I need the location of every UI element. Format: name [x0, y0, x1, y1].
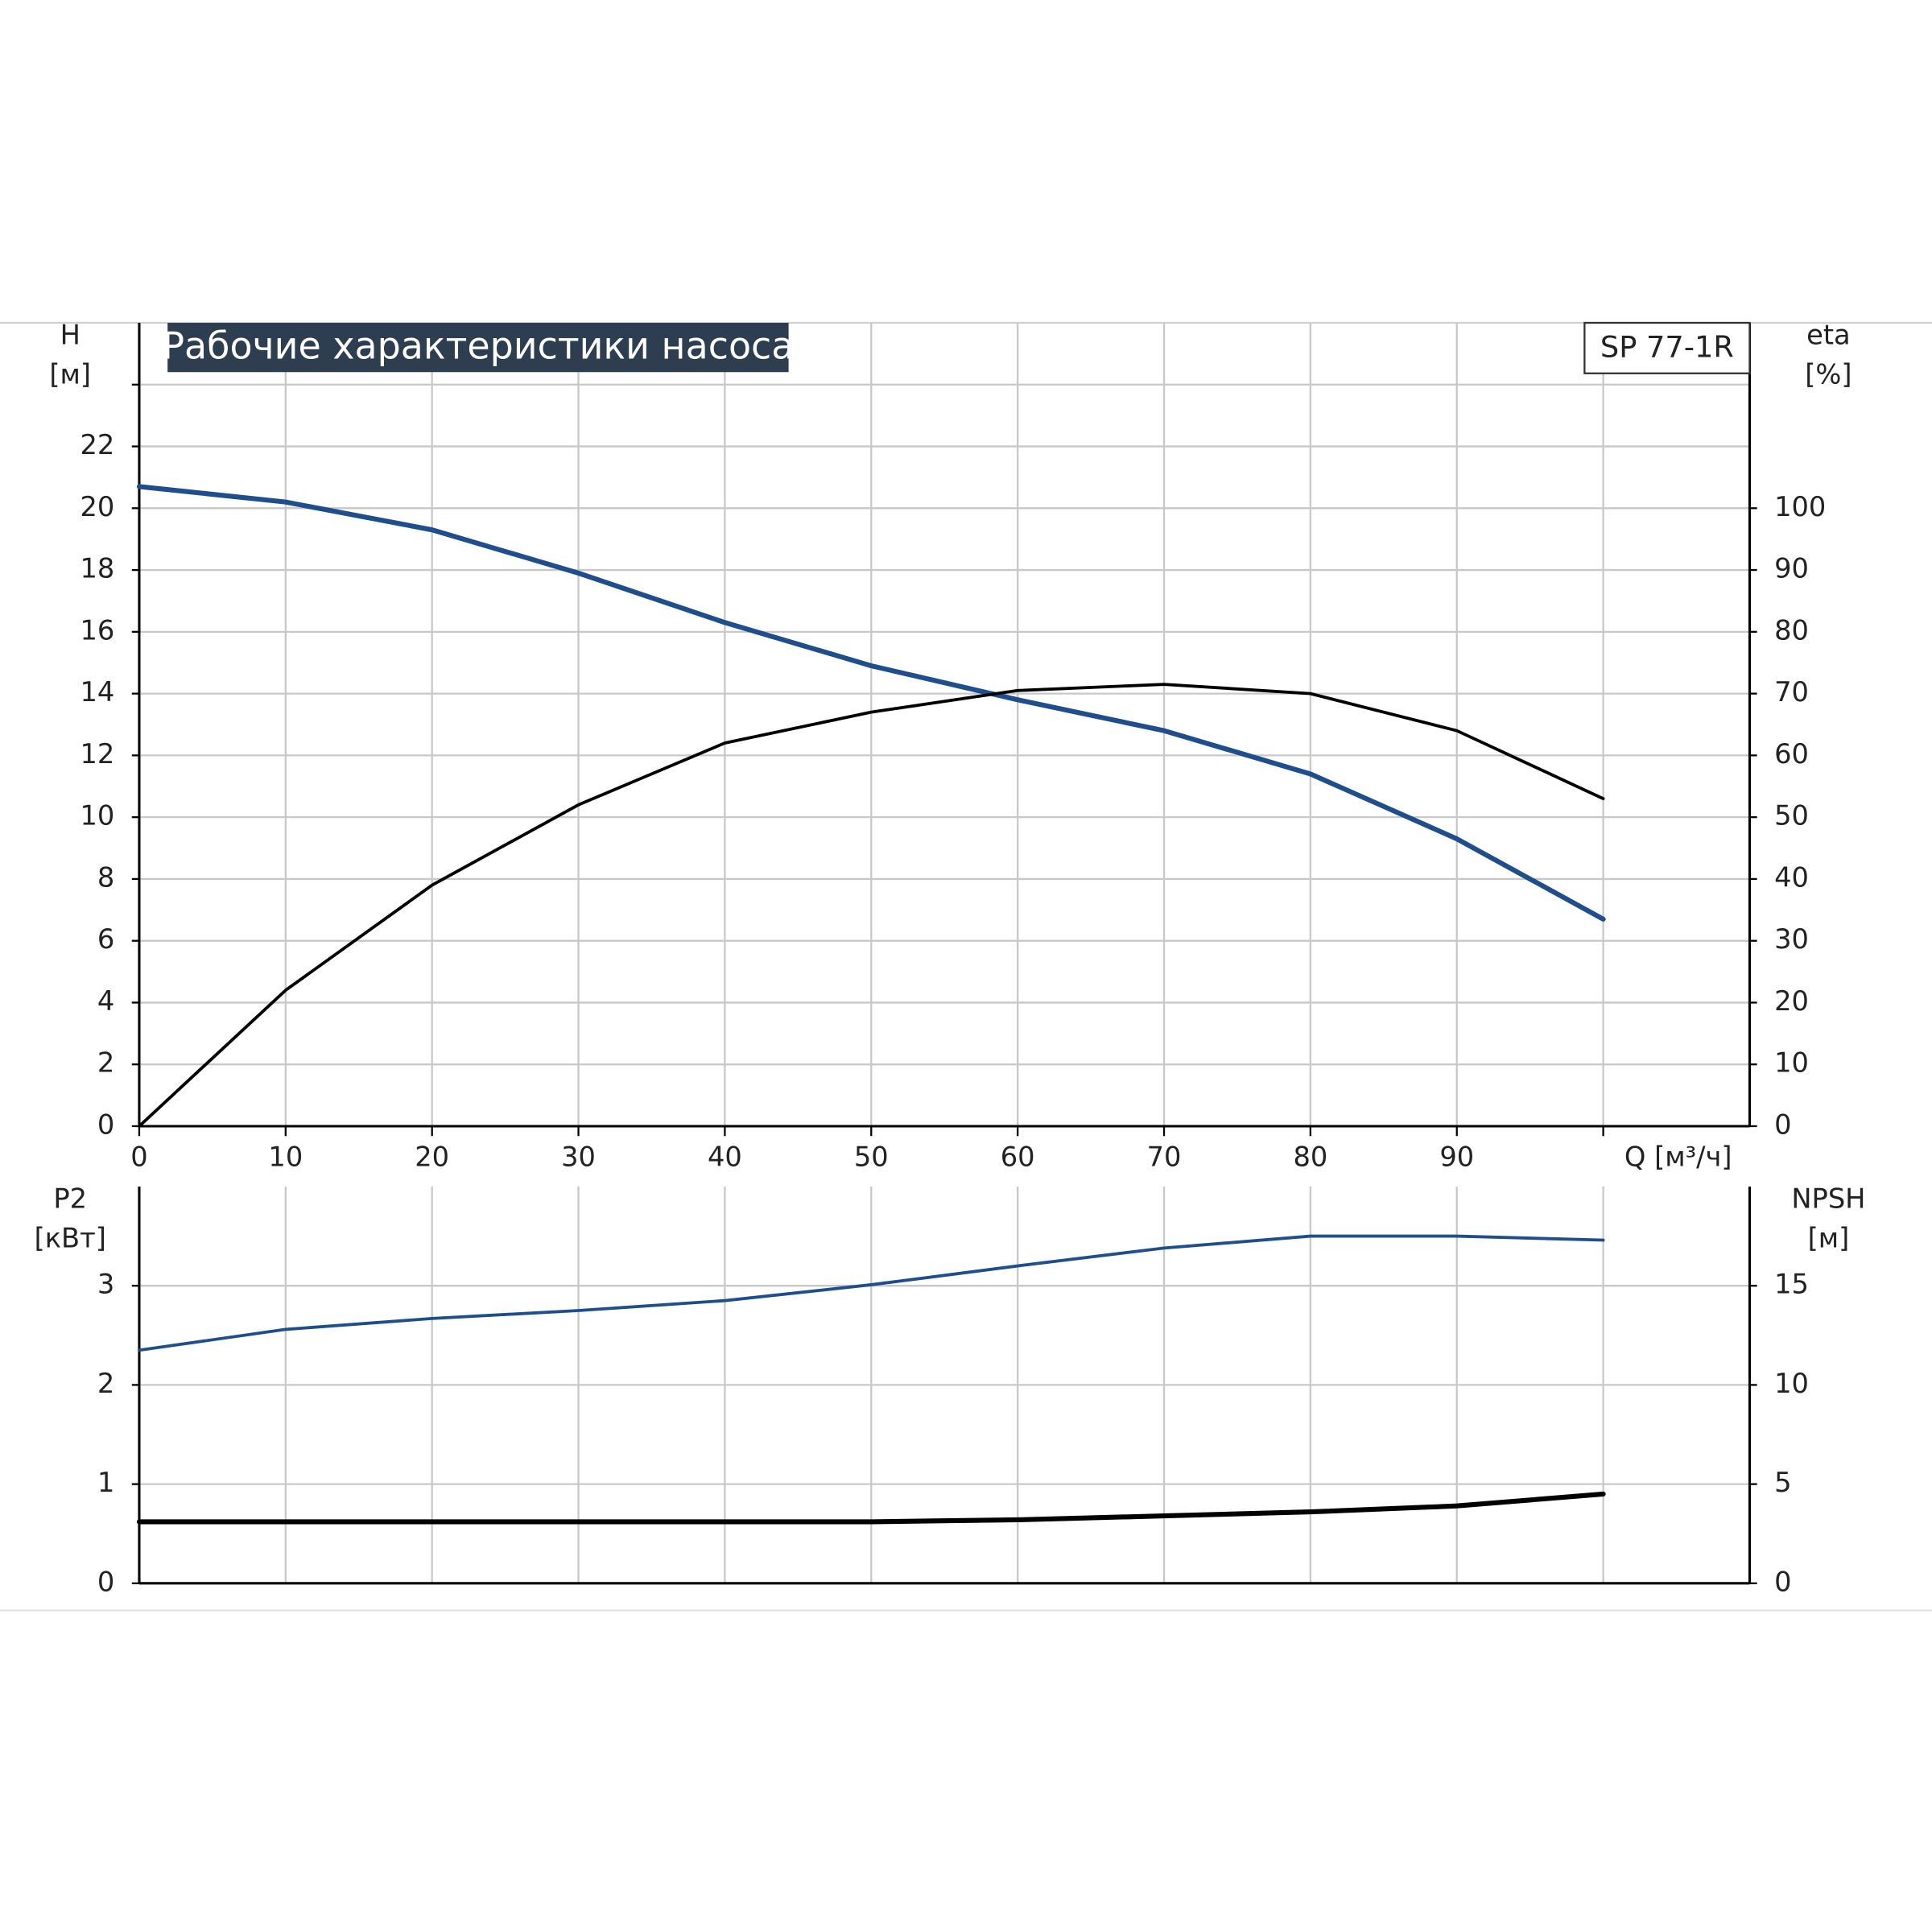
y2-tick-label: 70 — [1774, 676, 1809, 708]
x-tick-label: 0 — [130, 1141, 147, 1172]
y-tick-label: 16 — [80, 614, 115, 646]
y2-tick-label: 80 — [1774, 614, 1809, 646]
y2-tick-label: 20 — [1774, 985, 1809, 1017]
y2-tick-label: 50 — [1774, 800, 1809, 832]
y-tick-label: 2 — [97, 1047, 114, 1079]
y-tick-label: 2 — [97, 1368, 114, 1399]
model-label: SP 77-1R — [1600, 330, 1734, 365]
y2-tick-label: 90 — [1774, 553, 1809, 584]
series-line — [136, 484, 1606, 922]
y2-tick-label: 0 — [1774, 1566, 1791, 1597]
x-tick-label: 10 — [268, 1141, 303, 1172]
x-tick-label: 70 — [1147, 1141, 1182, 1172]
y-tick-label: 8 — [97, 861, 114, 893]
y2-tick-label: 40 — [1774, 861, 1809, 893]
series-line — [138, 683, 1605, 1128]
y2-tick-label: 15 — [1774, 1269, 1809, 1300]
y-tick-label: 3 — [97, 1269, 114, 1300]
title-box — [167, 323, 789, 373]
y-tick-label: 18 — [80, 553, 115, 584]
chart-title: Рабочие характеристики насоса — [162, 324, 794, 368]
model-box — [1583, 321, 1751, 374]
series-line — [136, 1491, 1606, 1525]
x-tick-label: 30 — [561, 1141, 596, 1172]
y-tick-label: 6 — [97, 923, 114, 955]
x-axis-label: Q [м³/ч] — [1624, 1141, 1732, 1172]
y-axis-label: [м] — [49, 358, 91, 390]
y2-tick-label: 30 — [1774, 923, 1809, 955]
series-line — [138, 1234, 1605, 1352]
y2-axis-label: eta — [1806, 319, 1851, 350]
y2-tick-label: 0 — [1774, 1108, 1791, 1140]
y-tick-label: 10 — [80, 800, 115, 832]
y-tick-label: 14 — [80, 676, 115, 708]
x-tick-label: 60 — [1001, 1141, 1035, 1172]
y2-tick-label: 60 — [1774, 738, 1809, 770]
y2-tick-label: 10 — [1774, 1047, 1809, 1079]
x-tick-label: 90 — [1439, 1141, 1474, 1172]
y2-axis-label: [м] — [1808, 1222, 1850, 1253]
y-tick-label: 22 — [80, 429, 115, 460]
y-axis-label: P2 — [53, 1183, 87, 1214]
x-tick-label: 50 — [854, 1141, 889, 1172]
y2-tick-label: 10 — [1774, 1368, 1809, 1399]
x-tick-label: 80 — [1293, 1141, 1327, 1172]
y2-tick-label: 5 — [1774, 1467, 1791, 1498]
x-tick-label: 40 — [708, 1141, 742, 1172]
y2-axis-label: NPSH — [1791, 1183, 1865, 1214]
y2-axis-label: [%] — [1805, 358, 1852, 390]
y-tick-label: 1 — [97, 1467, 114, 1498]
y-axis-label: H — [60, 319, 80, 350]
y-tick-label: 4 — [97, 985, 114, 1017]
y-axis-label: [кВт] — [35, 1222, 106, 1253]
y-tick-label: 0 — [97, 1108, 114, 1140]
y-tick-label: 0 — [97, 1566, 114, 1597]
x-tick-label: 20 — [415, 1141, 449, 1172]
y-tick-label: 20 — [80, 491, 115, 522]
y2-tick-label: 100 — [1774, 491, 1826, 522]
y-tick-label: 12 — [80, 738, 115, 770]
